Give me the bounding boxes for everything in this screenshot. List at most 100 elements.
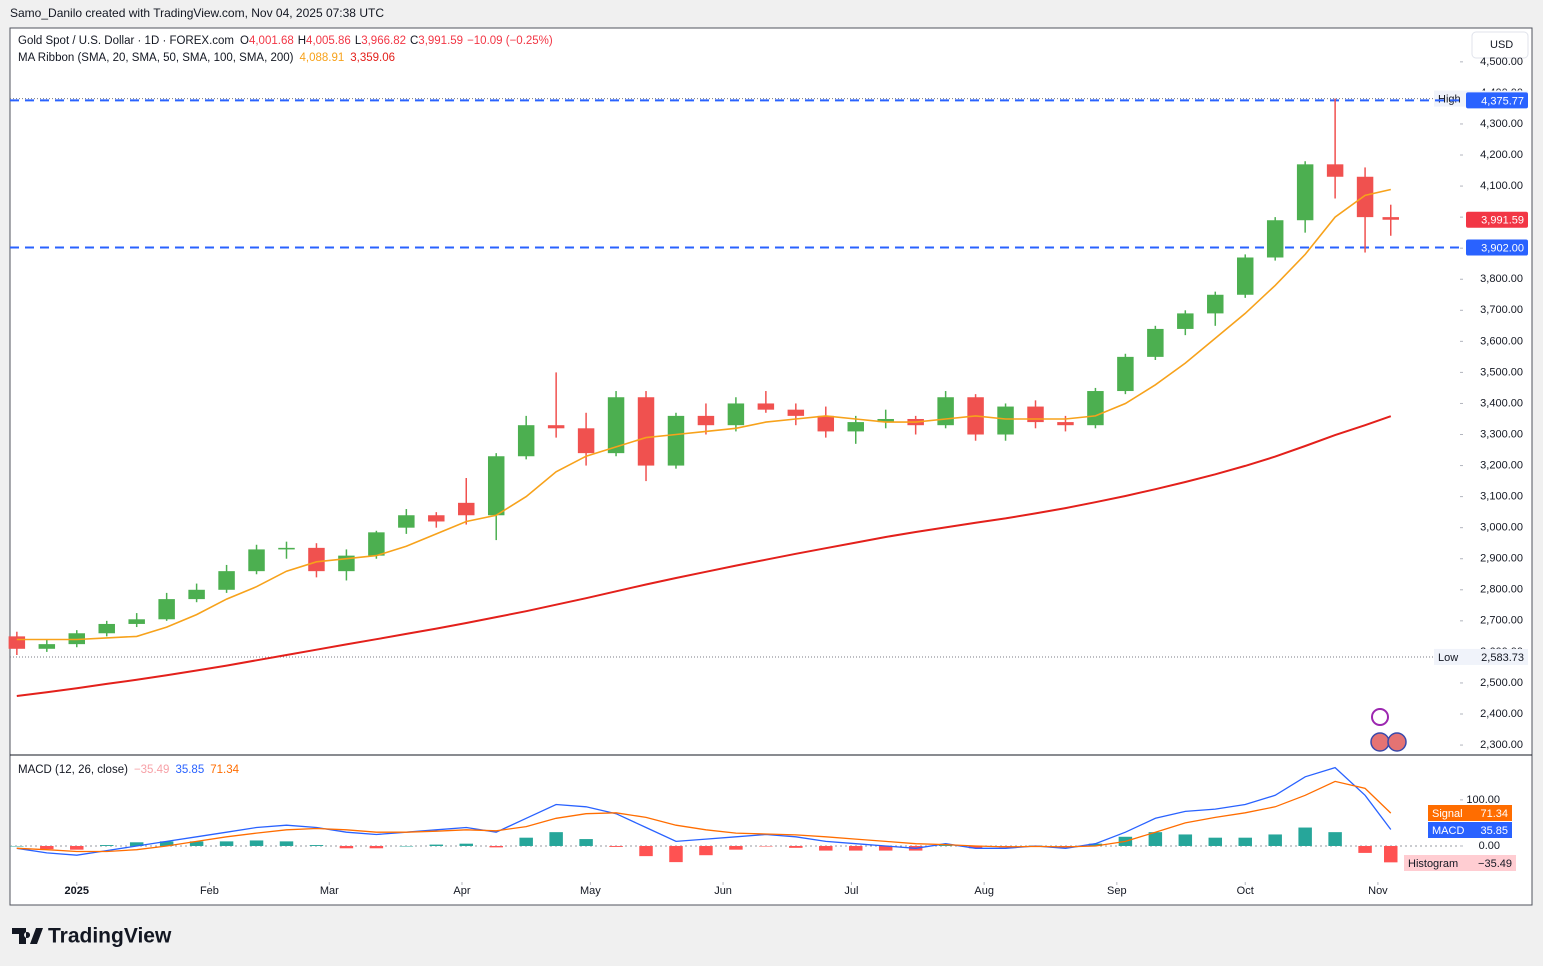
event-icons bbox=[1370, 708, 1407, 752]
indicator-tag bbox=[1428, 805, 1512, 821]
y-tick-label: 4,300.00 bbox=[1480, 118, 1523, 130]
y-tick-label: 3,300.00 bbox=[1480, 428, 1523, 440]
x-tick-label: Sep bbox=[1107, 885, 1127, 897]
indicator-tag-value: 35.85 bbox=[1480, 825, 1508, 837]
ma-title: MA Ribbon (SMA, 20, SMA, 50, SMA, 100, S… bbox=[18, 52, 294, 64]
symbol-title: Gold Spot / U.S. Dollar · 1D · FOREX.com bbox=[18, 35, 234, 47]
histogram-bar bbox=[519, 837, 533, 846]
histogram-bar bbox=[699, 845, 713, 856]
histogram-bar bbox=[609, 845, 623, 847]
candle-body bbox=[398, 515, 415, 528]
histogram-bar bbox=[459, 843, 473, 846]
histogram-bar bbox=[669, 845, 683, 863]
histogram-bar bbox=[579, 839, 593, 846]
histogram-bar bbox=[1208, 837, 1223, 846]
macd-title: MACD (12, 26, close) bbox=[18, 764, 128, 776]
histogram-bar bbox=[819, 845, 833, 851]
candle-body bbox=[1117, 356, 1134, 392]
x-tick-label: Nov bbox=[1368, 885, 1388, 897]
macd-line bbox=[16, 766, 1392, 856]
event-icon[interactable] bbox=[1371, 708, 1389, 726]
histogram-bar bbox=[70, 845, 84, 850]
candle-body bbox=[8, 636, 26, 649]
price-tag bbox=[1466, 211, 1528, 228]
histogram-bar bbox=[1178, 834, 1193, 846]
chart-frame bbox=[9, 27, 1533, 906]
indicator-tag-value: −35.49 bbox=[1478, 858, 1512, 870]
histogram-bar bbox=[729, 845, 743, 850]
candle-body bbox=[997, 406, 1014, 435]
candle-body bbox=[308, 547, 325, 572]
histogram-bar bbox=[849, 845, 863, 851]
ohlc-key: C bbox=[410, 35, 418, 47]
attribution: Samo_Danilo created with TradingView.com… bbox=[10, 6, 384, 20]
indicator-tag-name: Histogram bbox=[1408, 858, 1458, 870]
y-tick-label: 0.00 bbox=[1479, 840, 1500, 852]
candle-body bbox=[68, 633, 86, 645]
extreme-tag-text: Low bbox=[1438, 652, 1458, 664]
event-icon[interactable] bbox=[1387, 732, 1407, 752]
ohlc-key: H bbox=[298, 35, 306, 47]
histogram-bar bbox=[309, 845, 324, 846]
ohlc-key: O bbox=[240, 35, 249, 47]
histogram-bar bbox=[789, 845, 803, 848]
x-tick-label: Jul bbox=[844, 885, 858, 897]
y-tick-label: 3,600.00 bbox=[1480, 335, 1523, 347]
x-tick-label: Apr bbox=[453, 885, 470, 897]
y-tick-label: 3,700.00 bbox=[1480, 304, 1523, 316]
candle-body bbox=[757, 403, 775, 410]
histogram-bar bbox=[339, 845, 354, 849]
ma-value: 3,359.06 bbox=[350, 52, 395, 64]
histogram-bar bbox=[369, 845, 384, 849]
candle-body bbox=[458, 502, 475, 516]
histogram-bar bbox=[129, 842, 144, 846]
indicator-tag bbox=[1428, 822, 1512, 838]
histogram-bar bbox=[1384, 845, 1398, 863]
candle-body bbox=[667, 415, 685, 466]
candle-body bbox=[547, 425, 565, 429]
macd-legend: MACD (12, 26, close) −35.49 35.85 71.34 bbox=[18, 764, 240, 776]
y-tick-label: 4,500.00 bbox=[1480, 56, 1523, 68]
histogram-bar bbox=[219, 841, 234, 846]
y-tick-label: 3,500.00 bbox=[1480, 366, 1523, 378]
candle-body bbox=[787, 409, 805, 416]
candle-body bbox=[1326, 164, 1344, 177]
currency[interactable]: USD bbox=[1490, 39, 1513, 51]
price-tag-label: 3,902.00 bbox=[1481, 242, 1524, 254]
candle-body bbox=[1147, 328, 1164, 357]
y-tick-label: 2,500.00 bbox=[1480, 677, 1523, 689]
ohlc-value: 3,991.59 bbox=[418, 35, 463, 47]
histogram-bar bbox=[1358, 845, 1372, 853]
candle-body bbox=[817, 415, 835, 432]
ohlc-value: 4,001.68 bbox=[249, 35, 294, 47]
histogram-bar bbox=[759, 845, 773, 847]
candle-body bbox=[937, 397, 954, 426]
currency-box[interactable] bbox=[1471, 31, 1529, 59]
y-tick-label: 2,900.00 bbox=[1480, 553, 1523, 565]
candle-body bbox=[637, 397, 655, 466]
candle-body bbox=[248, 549, 265, 572]
signal-value: 71.34 bbox=[210, 764, 239, 776]
price-tag bbox=[1466, 239, 1528, 256]
y-tick-label: 2,300.00 bbox=[1480, 739, 1523, 751]
candle-body bbox=[218, 571, 235, 590]
y-tick-label: 3,200.00 bbox=[1480, 459, 1523, 471]
candle-body bbox=[1177, 313, 1194, 329]
histogram-bar bbox=[189, 841, 204, 846]
x-tick-label: Oct bbox=[1237, 885, 1254, 897]
logo-text: TradingView bbox=[48, 925, 172, 948]
candle-body bbox=[188, 589, 205, 600]
candle-body bbox=[847, 422, 864, 432]
candle-body bbox=[128, 619, 145, 624]
event-icon[interactable] bbox=[1370, 732, 1390, 752]
candle-body bbox=[1296, 164, 1314, 221]
currency-button[interactable]: USD bbox=[1471, 31, 1529, 59]
candle-body bbox=[487, 456, 505, 516]
histogram-bar bbox=[938, 845, 953, 846]
indicator-tag-name: Signal bbox=[1432, 808, 1463, 820]
histogram-bar bbox=[549, 832, 563, 846]
candle-body bbox=[1057, 422, 1074, 426]
candle-body bbox=[38, 644, 56, 649]
ma-line bbox=[16, 188, 1391, 641]
